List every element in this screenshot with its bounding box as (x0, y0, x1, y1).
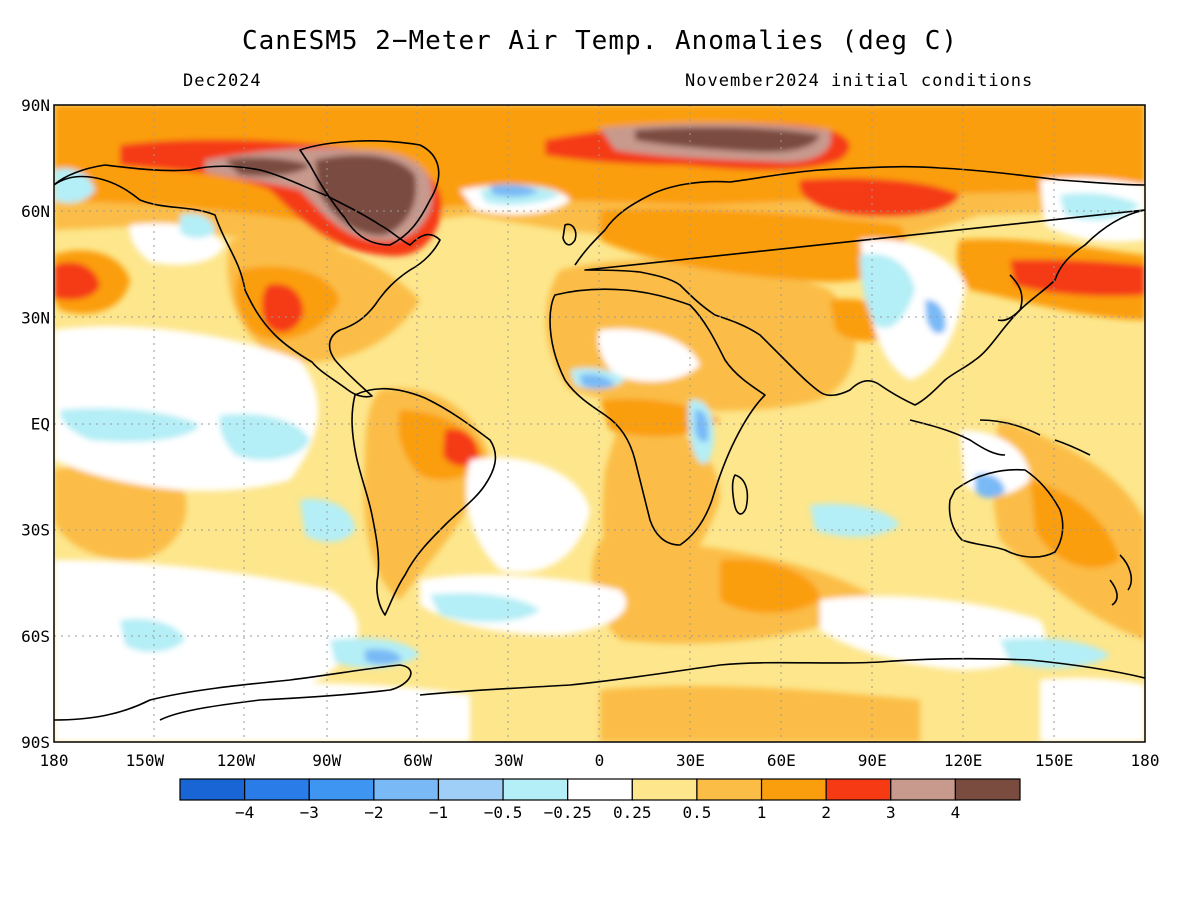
colorbar-label: −2 (364, 803, 383, 822)
coast-antarctica (54, 657, 1145, 721)
colorbar-swatch (631, 778, 698, 801)
coast-japan (997, 274, 1023, 322)
lon-label: 30E (676, 751, 705, 770)
colorbar-label: −4 (235, 803, 254, 822)
colorbar-swatch (502, 778, 569, 801)
colorbar-label: −3 (300, 803, 319, 822)
lat-label: 90N (21, 96, 50, 115)
lon-label: 90E (858, 751, 887, 770)
lon-label: 60W (403, 751, 432, 770)
coast-madagascar (731, 474, 749, 515)
colorbar-swatch (890, 778, 956, 801)
lon-label: 150W (126, 751, 165, 770)
colorbar-swatch (760, 778, 827, 801)
lat-label: EQ (31, 415, 50, 434)
colorbar-swatch (373, 778, 440, 801)
colorbar-swatch (696, 778, 763, 801)
lat-label: 90S (21, 733, 50, 752)
map-title: CanESM5 2−Meter Air Temp. Anomalies (deg… (241, 26, 959, 56)
lon-label: 120E (944, 751, 983, 770)
colorbar-label: −0.5 (484, 803, 523, 822)
lat-label: 60S (21, 627, 50, 646)
coast-greenland (299, 140, 440, 246)
coast-south-america (351, 388, 497, 616)
colorbar-label: −1 (429, 803, 448, 822)
colorbar-swatch (825, 778, 892, 801)
colorbar-label: 3 (886, 803, 896, 822)
lon-label: 0 (595, 751, 605, 770)
map-frame (53, 104, 1146, 743)
lon-label: 150E (1035, 751, 1074, 770)
colorbar-label: −0.25 (544, 803, 592, 822)
lat-label: 60N (21, 202, 50, 221)
coast-australia (948, 468, 1064, 558)
coast-north-america (54, 164, 441, 398)
lon-label: 30W (494, 751, 523, 770)
colorbar: −4 −3 −2 −1 −0.5 −0.25 0.25 0.5 1 2 3 4 (179, 778, 1021, 822)
lat-label: 30N (21, 308, 50, 327)
colorbar-swatch (308, 778, 375, 801)
colorbar-swatch (179, 778, 246, 801)
latitude-labels: 90N 60N 30N EQ 30S 60S 90S (21, 96, 50, 752)
init-conditions-label: November2024 initial conditions (685, 71, 1034, 91)
colorbar-swatch (954, 778, 1021, 801)
colorbar-swatch (437, 778, 504, 801)
valid-month-label: Dec2024 (183, 71, 262, 91)
longitude-labels: 180 150W 120W 90W 60W 30W 0 30E 60E 90E 120E 150E 18… (40, 751, 1160, 770)
lon-label: 180 (1131, 751, 1160, 770)
colorbar-label: 0.5 (682, 803, 711, 822)
coastlines (54, 140, 1145, 721)
lon-label: 60E (767, 751, 796, 770)
coast-new-zealand (1109, 554, 1132, 606)
colorbar-label: 1 (757, 803, 767, 822)
coast-indonesia (909, 419, 1091, 456)
lon-label: 180 (40, 751, 69, 770)
lon-label: 120W (217, 751, 256, 770)
anomaly-field (54, 105, 1145, 742)
colorbar-swatch (567, 778, 633, 801)
lat-label: 30S (21, 521, 50, 540)
colorbar-label: 0.25 (613, 803, 652, 822)
colorbar-label: 4 (951, 803, 961, 822)
colorbar-swatch (244, 778, 310, 801)
lon-label: 90W (312, 751, 341, 770)
grid (54, 105, 1145, 742)
colorbar-label: 2 (821, 803, 831, 822)
coast-africa (549, 288, 766, 546)
coast-eurasia (574, 165, 1145, 406)
coast-uk (562, 223, 577, 246)
